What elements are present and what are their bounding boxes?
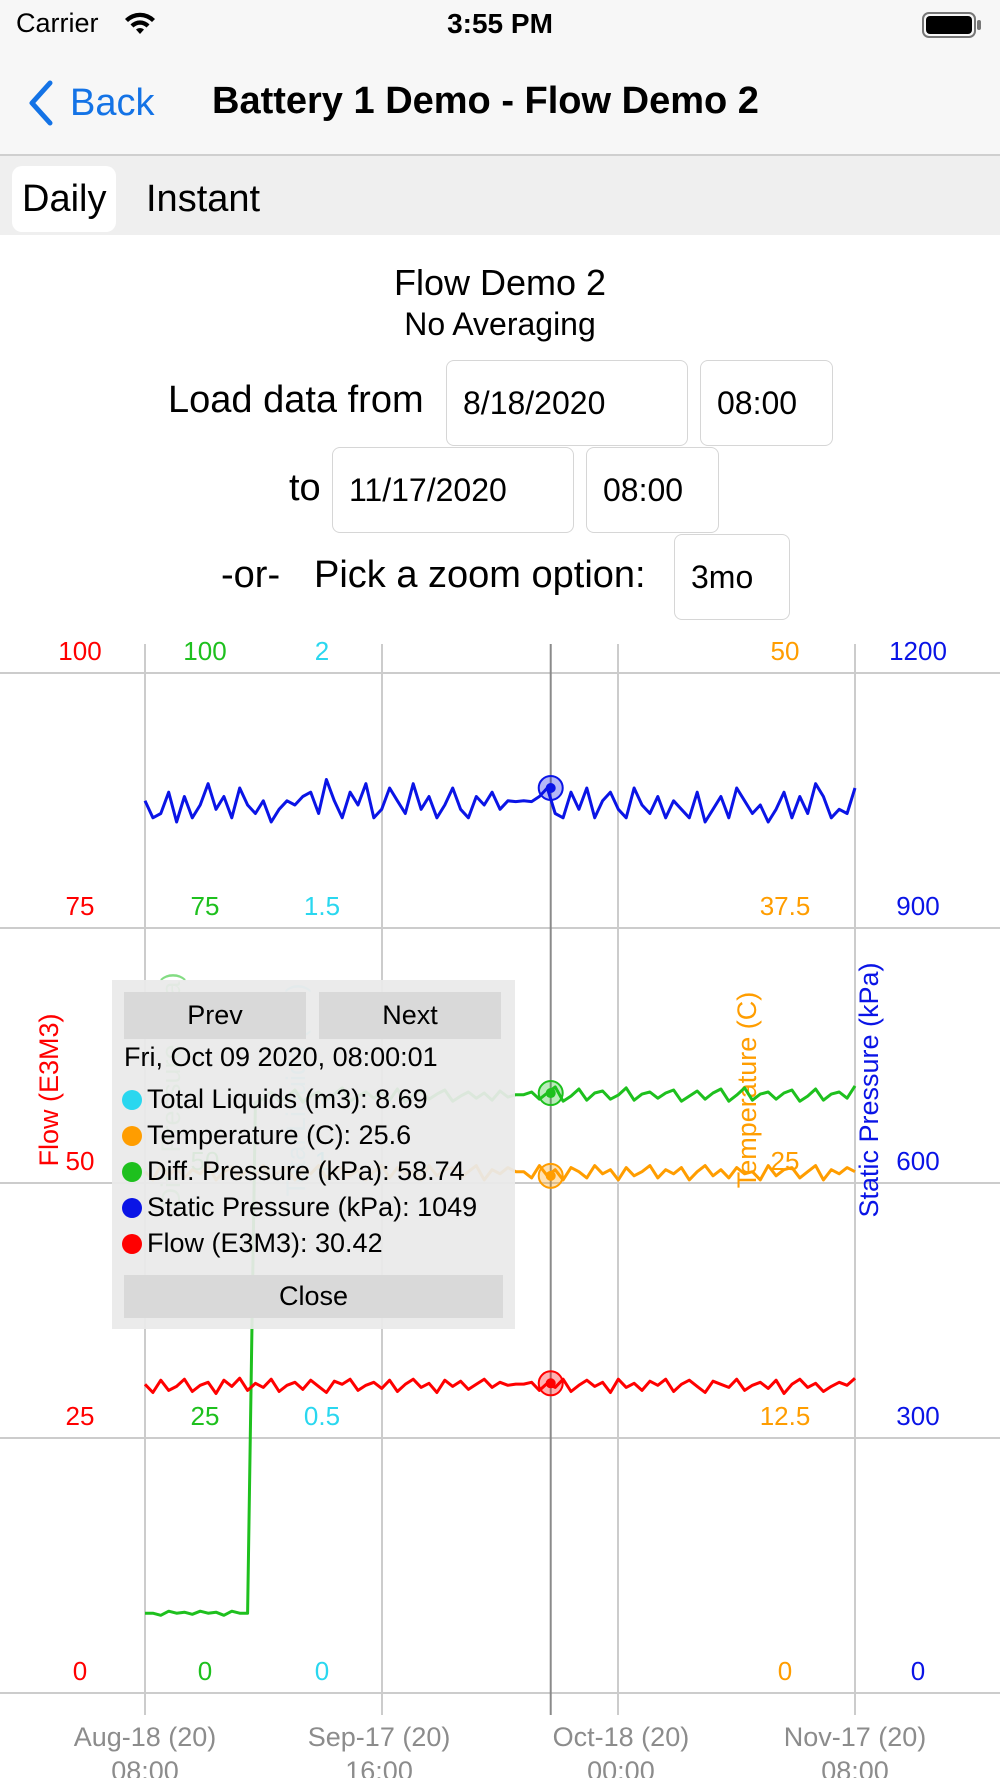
close-button[interactable]: Close: [124, 1275, 503, 1318]
axis-tick-label-temp: 37.5: [760, 891, 811, 921]
axis-tick-label-flow: 75: [66, 891, 95, 921]
series-line-static: [143, 778, 857, 824]
back-label: Back: [70, 81, 155, 124]
axis-tick-label-static: 1200: [889, 636, 947, 666]
tooltip-row-label: Diff. Pressure (kPa): 58.74: [147, 1156, 465, 1186]
axis-tick-label-liquids: 2: [315, 636, 329, 666]
tooltip-row-label: Total Liquids (m3): 8.69: [147, 1084, 428, 1114]
x-tick-label: Sep-17 (20): [308, 1722, 451, 1752]
tooltip-date: Fri, Oct 09 2020, 08:00:01: [124, 1042, 438, 1072]
diff-pressure-dot-icon: [122, 1161, 142, 1182]
x-tick-label: Nov-17 (20): [784, 1722, 927, 1752]
x-tick-label-time: 08:00: [821, 1756, 889, 1778]
x-tick-label: Aug-18 (20): [74, 1722, 217, 1752]
axis-title-static: Static Pressure (kPa): [854, 962, 884, 1217]
axis-tick-label-liquids: 0: [315, 1656, 329, 1686]
axis-tick-label-static: 0: [911, 1656, 925, 1686]
carrier-label: Carrier: [16, 8, 99, 38]
axis-tick-label-diff: 0: [198, 1656, 212, 1686]
x-tick-label-time: 16:00: [345, 1756, 413, 1778]
series-line-flow: [143, 1376, 857, 1395]
axis-tick-label-diff: 25: [191, 1401, 220, 1431]
cursor-marker-dot-static: [545, 782, 556, 793]
axis-tick-label-static: 300: [896, 1401, 939, 1431]
flow-dot-icon: [122, 1233, 142, 1254]
next-button[interactable]: Next: [319, 992, 501, 1039]
axis-tick-label-diff: 100: [183, 636, 226, 666]
to-date-field[interactable]: 11/17/2020: [332, 447, 574, 533]
to-time-field[interactable]: 08:00: [586, 447, 719, 533]
cursor-marker-dot-temp: [545, 1170, 556, 1181]
load-from-label: Load data from: [168, 379, 424, 421]
zoom-option-field[interactable]: 3mo: [674, 534, 790, 620]
tooltip-row-static-pressure: Static Pressure (kPa): 1049: [122, 1192, 477, 1223]
axis-tick-label-temp: 12.5: [760, 1401, 811, 1431]
axis-tick-label-flow: 25: [66, 1401, 95, 1431]
axis-title-flow: Flow (E3M3): [34, 1013, 64, 1166]
x-tick-label-time: 08:00: [111, 1756, 179, 1778]
axis-tick-label-flow: 50: [66, 1146, 95, 1176]
tooltip-row-label: Flow (E3M3): 30.42: [147, 1228, 383, 1258]
or-label: -or-: [221, 554, 281, 596]
static-pressure-dot-icon: [122, 1197, 142, 1218]
tooltip-row-flow: Flow (E3M3): 30.42: [122, 1228, 383, 1259]
zoom-label: Pick a zoom option:: [314, 554, 646, 596]
axis-tick-label-liquids: 0.5: [304, 1401, 340, 1431]
tab-bar: Daily Instant: [0, 156, 1000, 235]
wifi-icon: [122, 10, 158, 41]
axis-tick-label-diff: 75: [191, 891, 220, 921]
tooltip-row-diff-pressure: Diff. Pressure (kPa): 58.74: [122, 1156, 465, 1187]
tab-instant[interactable]: Instant: [146, 178, 261, 220]
cursor-marker-dot-flow: [545, 1378, 556, 1389]
data-tooltip: Prev Next Fri, Oct 09 2020, 08:00:01 Tot…: [112, 980, 515, 1329]
from-date-field[interactable]: 8/18/2020: [446, 360, 688, 446]
tooltip-row-label: Static Pressure (kPa): 1049: [147, 1192, 478, 1222]
temperature-dot-icon: [122, 1125, 142, 1146]
tab-daily[interactable]: Daily: [12, 166, 117, 232]
x-tick-label: Oct-18 (20): [553, 1722, 690, 1752]
status-bar: Carrier 3:55 PM: [0, 0, 1000, 50]
from-time-field[interactable]: 08:00: [700, 360, 833, 446]
axis-tick-label-temp: 0: [778, 1656, 792, 1686]
x-tick-label-time: 00:00: [587, 1756, 655, 1778]
axis-tick-label-flow: 0: [73, 1656, 87, 1686]
prev-button[interactable]: Prev: [124, 992, 306, 1039]
axis-tick-label-static: 600: [896, 1146, 939, 1176]
averaging-label: No Averaging: [404, 306, 596, 342]
page-title: Battery 1 Demo - Flow Demo 2: [212, 80, 759, 122]
axis-tick-label-liquids: 1.5: [304, 891, 340, 921]
battery-icon: [922, 12, 982, 43]
axis-tick-label-temp: 50: [771, 636, 800, 666]
back-button[interactable]: Back: [28, 78, 154, 128]
to-label: to: [289, 467, 321, 509]
tooltip-row-liquids: Total Liquids (m3): 8.69: [122, 1084, 428, 1115]
tooltip-row-label: Temperature (C): 25.6: [147, 1120, 412, 1150]
clock-time: 3:55 PM: [447, 8, 553, 39]
chevron-left-icon: [29, 80, 53, 126]
liquids-dot-icon: [122, 1089, 142, 1110]
device-title: Flow Demo 2: [393, 262, 607, 303]
axis-tick-label-flow: 100: [58, 636, 101, 666]
cursor-marker-dot-diff: [545, 1088, 556, 1099]
axis-tick-label-static: 900: [896, 891, 939, 921]
navigation-bar: Back Battery 1 Demo - Flow Demo 2: [0, 50, 1000, 156]
tooltip-row-temperature: Temperature (C): 25.6: [122, 1120, 411, 1151]
